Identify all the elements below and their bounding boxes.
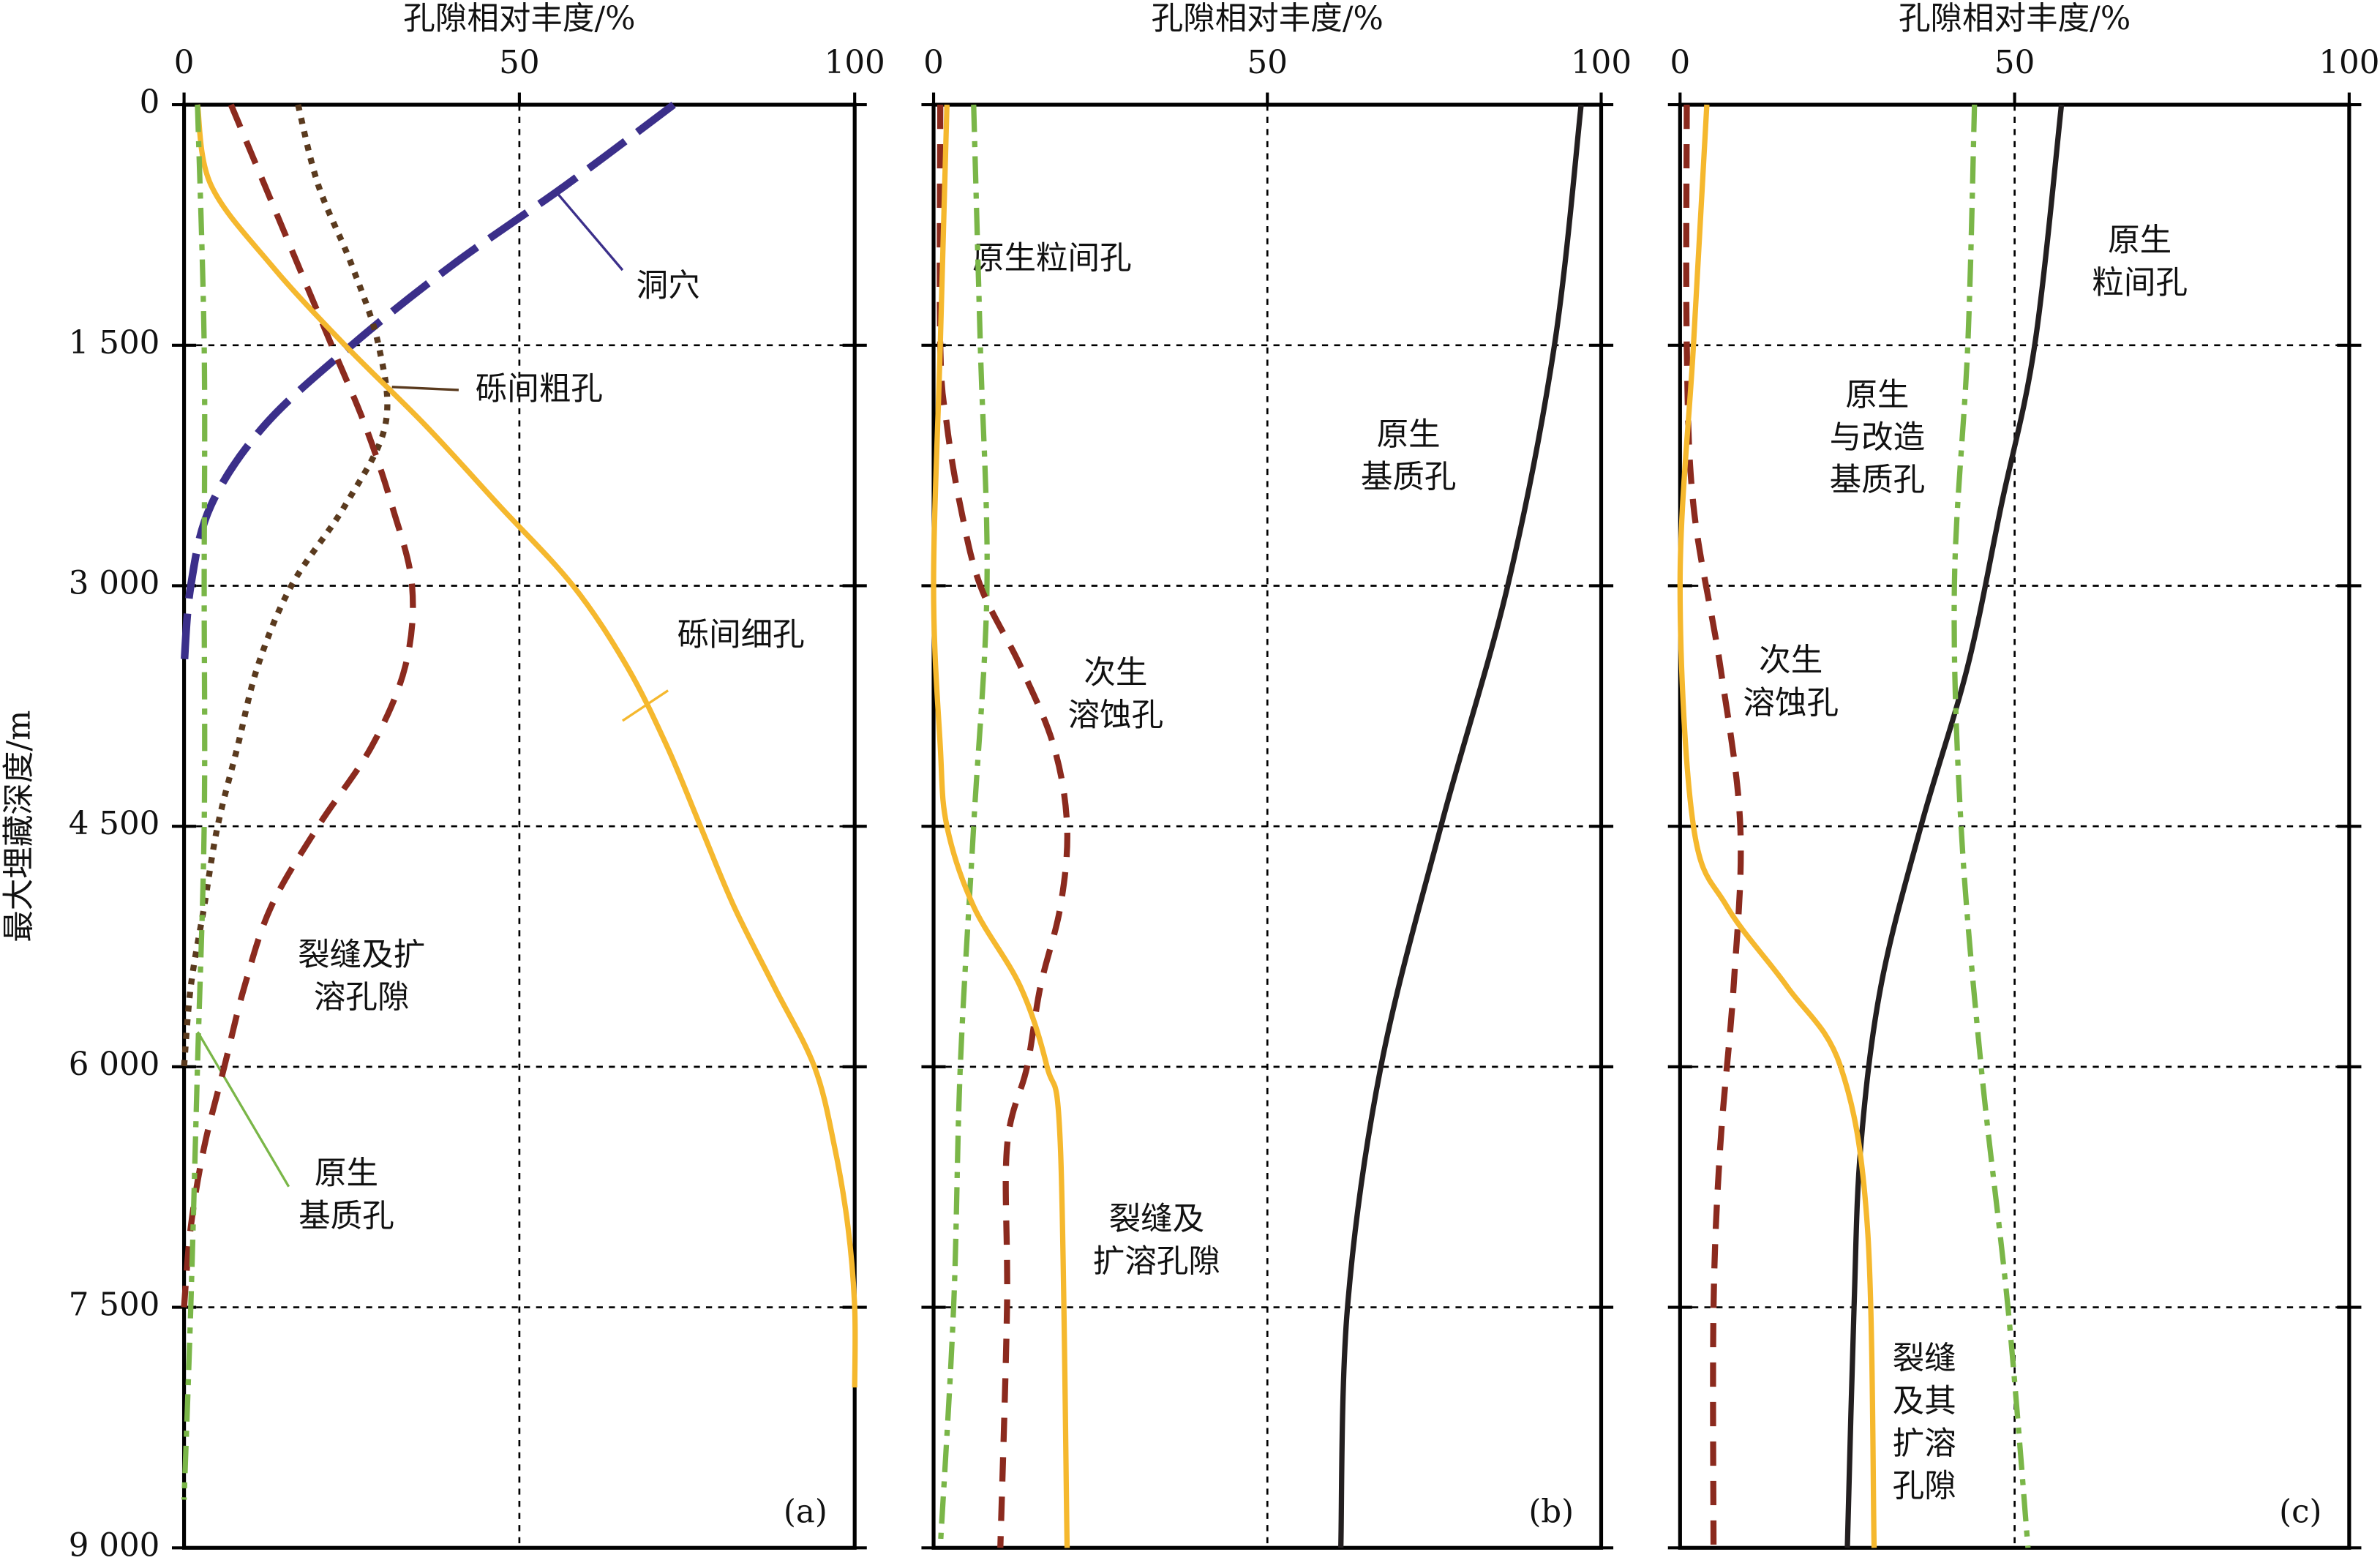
series-label: 裂缝及扩 xyxy=(298,937,425,974)
series-label: 基质孔 xyxy=(299,1198,394,1234)
leader-line xyxy=(391,386,459,391)
series-label: 基质孔 xyxy=(1361,459,1457,495)
leader-line xyxy=(196,1031,290,1188)
series-line xyxy=(931,104,1070,1548)
x-tick-label: 50 xyxy=(1994,45,2035,81)
y-tick-label: 0 xyxy=(140,84,160,121)
plot-frame xyxy=(181,102,857,1550)
panel-label: (c) xyxy=(2279,1494,2321,1531)
series-label: 溶孔隙 xyxy=(314,980,410,1016)
series-label: 裂缝 xyxy=(1893,1341,1956,1377)
series-line xyxy=(195,104,858,1388)
x-tick-label: 50 xyxy=(499,45,539,81)
series-label: 砾间粗孔 xyxy=(476,371,603,408)
series-line xyxy=(937,104,990,1548)
x-tick-label: 100 xyxy=(825,45,885,81)
series-label: 溶蚀孔 xyxy=(1068,697,1164,734)
x-tick-label: 50 xyxy=(1247,45,1288,81)
series-line xyxy=(1677,104,1877,1548)
x-tick-label: 100 xyxy=(2319,45,2379,81)
y-tick-label: 3 000 xyxy=(69,565,160,601)
panel: 0 50 100孔隙相对丰度/%(c)原生粒间孔原生与改造基质孔次生溶蚀孔裂缝及其扩… xyxy=(1667,1,2379,1550)
series-label: 基质孔 xyxy=(1830,462,1926,498)
panel-label: (b) xyxy=(1528,1494,1574,1531)
y-tick-label: 4 500 xyxy=(69,806,160,842)
x-axis-title: 孔隙相对丰度/% xyxy=(1152,1,1384,37)
x-tick-label: 100 xyxy=(1571,45,1632,81)
series-label: 原生粒间孔 xyxy=(972,241,1132,277)
series-label: 砾间细孔 xyxy=(677,617,805,653)
y-tick-label: 7 500 xyxy=(69,1287,160,1324)
series-line xyxy=(180,101,676,667)
series-line xyxy=(1951,104,2031,1548)
x-tick-label: 0 xyxy=(923,45,944,81)
series-line xyxy=(181,104,208,1500)
series-label: 次生 xyxy=(1759,642,1822,679)
series-line xyxy=(936,105,1070,1548)
leader-line xyxy=(553,189,624,271)
x-axis-title: 孔隙相对丰度/% xyxy=(403,1,635,37)
plot-frame xyxy=(931,102,1604,1550)
series-line xyxy=(1683,105,1744,1548)
plot-frame xyxy=(1678,102,2351,1550)
series-label: 粒间孔 xyxy=(2092,265,2188,301)
panel-label: (a) xyxy=(784,1494,827,1531)
series-label: 次生 xyxy=(1084,655,1147,691)
y-tick-label: 6 000 xyxy=(69,1046,160,1083)
leader-lines xyxy=(196,189,669,1188)
y-tick-label: 9 000 xyxy=(69,1527,160,1563)
series-label: 与改造 xyxy=(1830,419,1926,456)
series-label: 原生 xyxy=(1845,377,1909,413)
series-label: 扩溶 xyxy=(1893,1425,1956,1462)
series-label: 原生 xyxy=(1377,416,1441,453)
x-axis-title: 孔隙相对丰度/% xyxy=(1899,1,2131,37)
series-line xyxy=(1338,104,1584,1548)
series-label: 孔隙 xyxy=(1893,1468,1956,1504)
x-tick-label: 0 xyxy=(174,45,195,81)
series-label: 溶蚀孔 xyxy=(1743,685,1839,721)
series-line xyxy=(181,103,416,1308)
series-label: 原生 xyxy=(2108,222,2171,259)
series-label: 裂缝及 xyxy=(1109,1201,1205,1237)
series-line xyxy=(1844,104,2065,1548)
series-label: 洞穴 xyxy=(637,268,700,304)
series-label: 原生 xyxy=(315,1155,378,1192)
series-label: 扩溶孔隙 xyxy=(1093,1243,1220,1280)
series-line xyxy=(181,104,391,1068)
x-tick-label: 0 xyxy=(1670,45,1690,81)
series-label: 及其 xyxy=(1893,1383,1956,1420)
y-axis-title: 最大埋藏深度/m xyxy=(1,711,38,942)
panel: 0 1 500 3 000 4 500 6 000 7 500 9 000 0 50 100 孔隙相… xyxy=(1,1,885,1563)
y-tick-label: 1 500 xyxy=(69,325,160,361)
